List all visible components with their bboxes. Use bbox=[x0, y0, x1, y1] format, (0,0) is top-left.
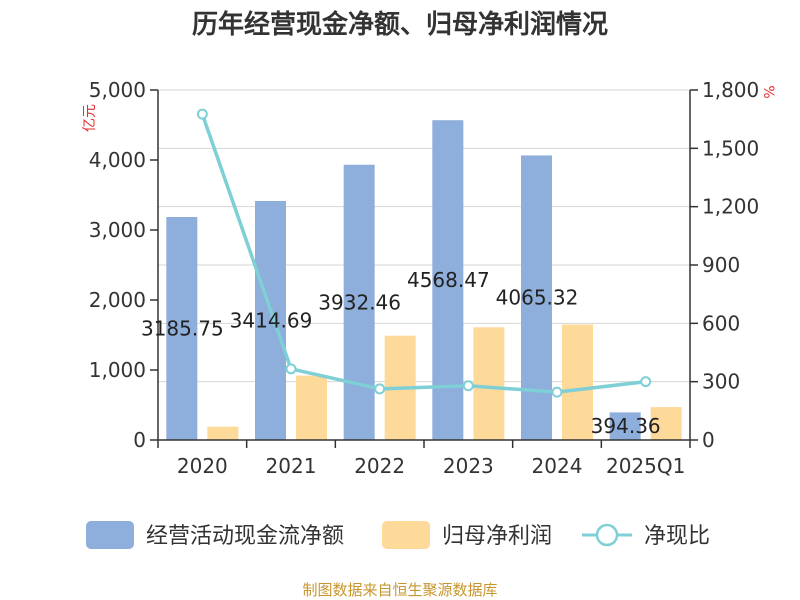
bar-series-2-1 bbox=[296, 375, 327, 440]
axes-layer: 0 1,000 2,000 3,000 4,000 5,000 0 300 600 900 1,20… bbox=[89, 78, 760, 478]
y-left-tick-label-5: 5,000 bbox=[89, 78, 146, 102]
y-left-tick-label-0: 0 bbox=[133, 428, 146, 452]
y-left-tick-label-1: 1,000 bbox=[89, 358, 146, 382]
x-tick-label-5: 2025Q1 bbox=[606, 454, 685, 478]
bar-series-2-5 bbox=[650, 407, 682, 440]
y-right-tick-label-0: 0 bbox=[702, 428, 715, 452]
data-label-series-1-4: 4065.32 bbox=[496, 286, 579, 310]
line-point-1 bbox=[285, 363, 297, 375]
bar-series-1-2 bbox=[343, 164, 375, 441]
data-label-series-1-3: 4568.47 bbox=[407, 268, 490, 292]
source-note: 制图数据来自恒生聚源数据库 bbox=[302, 581, 497, 599]
y-right-tick-label-6: 1,800 bbox=[702, 78, 759, 102]
x-tick-label-2: 2022 bbox=[354, 454, 405, 478]
line-point-2 bbox=[374, 383, 386, 395]
x-tick-label-4: 2024 bbox=[532, 454, 583, 478]
legend-label-series-1: 经营活动现金流净额 bbox=[146, 524, 344, 549]
line-series-3 bbox=[200, 113, 646, 394]
y-right-tick-label-1: 300 bbox=[702, 370, 740, 394]
bar-series-2-0 bbox=[207, 426, 239, 440]
bar-series-2-3 bbox=[473, 327, 505, 440]
bar-series-1-0 bbox=[166, 216, 198, 440]
y-left-tick-label-4: 4,000 bbox=[89, 148, 146, 172]
data-label-series-1-0: 3185.75 bbox=[141, 316, 224, 340]
line-point-0 bbox=[196, 108, 208, 120]
x-tick-label-3: 2023 bbox=[443, 454, 494, 478]
chart-title: 历年经营现金净额、归母净利润情况 bbox=[192, 9, 608, 40]
bar-series-2-4 bbox=[562, 324, 593, 440]
y-right-tick-label-2: 600 bbox=[702, 311, 740, 335]
bar-series-1-5 bbox=[609, 412, 641, 440]
line-layer bbox=[196, 108, 652, 398]
bar-series-1-1 bbox=[255, 200, 286, 440]
y-right-tick-label-5: 1,500 bbox=[702, 136, 759, 160]
legend-label-series-2: 归母净利润 bbox=[442, 524, 552, 549]
line-point-5 bbox=[640, 376, 652, 388]
legend-swatch-bar-series-1 bbox=[86, 521, 134, 549]
data-label-series-1-5: 394.36 bbox=[591, 414, 661, 438]
y-right-unit: % bbox=[760, 85, 776, 98]
x-tick-label-0: 2020 bbox=[177, 454, 228, 478]
x-tick-label-1: 2021 bbox=[266, 454, 317, 478]
y-left-unit: 亿元 bbox=[82, 104, 98, 132]
y-right-tick-label-3: 900 bbox=[702, 253, 740, 277]
data-label-series-1-1: 3414.69 bbox=[230, 308, 313, 332]
legend: 经营活动现金流净额 归母净利润 净现比 bbox=[86, 521, 710, 549]
y-right-tick-label-4: 1,200 bbox=[702, 195, 759, 219]
y-left-tick-label-2: 2,000 bbox=[89, 288, 146, 312]
line-point-3 bbox=[462, 380, 474, 392]
grid-layer bbox=[158, 89, 690, 383]
data-label-series-1-2: 3932.46 bbox=[318, 290, 401, 314]
legend-swatch-bar-series-2 bbox=[382, 521, 430, 549]
y-left-tick-label-3: 3,000 bbox=[89, 218, 146, 242]
legend-label-series-3: 净现比 bbox=[644, 524, 710, 549]
line-point-4 bbox=[551, 386, 563, 398]
legend-swatch-marker bbox=[595, 523, 619, 547]
